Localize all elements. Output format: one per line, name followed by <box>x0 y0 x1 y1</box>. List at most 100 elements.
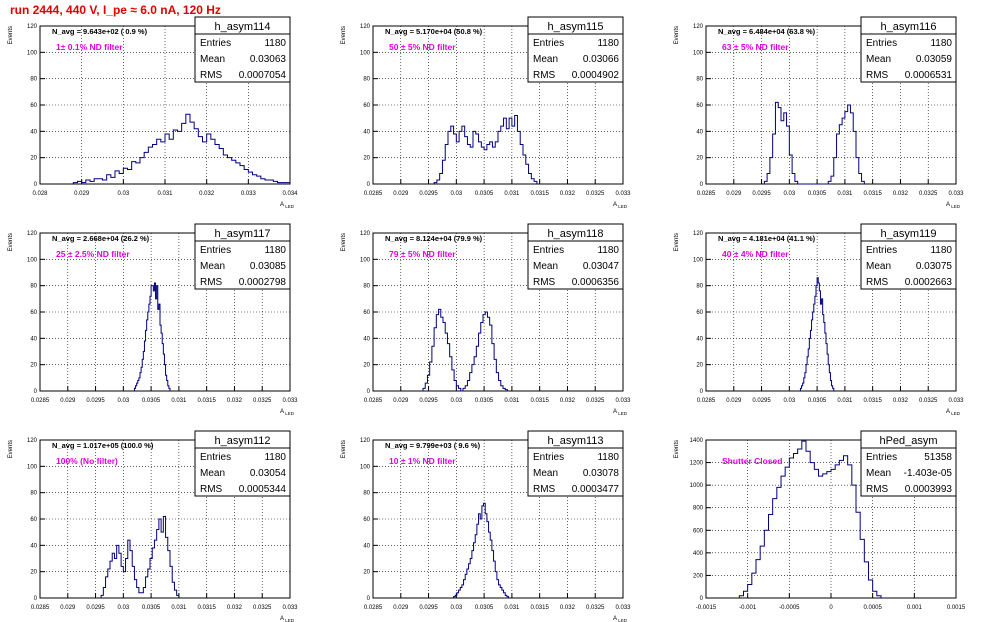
y-axis-label: Events <box>341 26 347 44</box>
stats-value: 1180 <box>930 245 952 256</box>
stats-key: Entries <box>866 38 897 49</box>
y-axis-label: Events <box>341 233 347 251</box>
y-tick-label: 120 <box>360 24 371 30</box>
stats-title: h_asym118 <box>547 228 603 240</box>
x-tick-label: 0.0325 <box>919 398 938 404</box>
filter-label: 1± 0.1% ND filter <box>56 42 123 52</box>
x-tick-label: 0.029 <box>726 398 742 404</box>
stats-value: 0.0002663 <box>905 277 953 288</box>
x-tick-label: 0.0295 <box>419 605 438 611</box>
y-tick-label: 100 <box>27 50 38 56</box>
x-tick-label: 0.0305 <box>475 398 494 404</box>
x-tick-label: 0.03 <box>783 191 795 197</box>
stats-title: hPed_asym <box>879 435 937 447</box>
x-tick-label: 0.033 <box>615 605 631 611</box>
y-axis-label: Events <box>8 26 14 44</box>
x-tick-label: 0.03 <box>450 191 462 197</box>
y-tick-label: 20 <box>363 570 370 576</box>
navg-label: N_avg = 9.799e+03 ( 9.6 %) <box>385 441 481 450</box>
x-tick-label: 0.0315 <box>530 398 549 404</box>
stats-value: 0.03078 <box>583 468 620 479</box>
y-tick-label: 0 <box>700 389 704 395</box>
x-axis-label: A LED <box>613 409 628 416</box>
y-tick-label: 20 <box>30 363 37 369</box>
x-tick-label: 0.0315 <box>197 398 216 404</box>
x-tick-label: 0.029 <box>393 191 409 197</box>
x-axis-label: A LED <box>280 202 295 209</box>
x-axis-label: A LED <box>946 202 961 209</box>
x-axis-label: A LED <box>613 616 628 622</box>
y-tick-label: 40 <box>363 336 370 342</box>
x-tick-label: -0.0015 <box>696 605 717 611</box>
stats-value: 1180 <box>597 452 619 463</box>
stats-value: 1180 <box>597 245 619 256</box>
stats-key: Entries <box>200 245 231 256</box>
stats-value: 0.0006356 <box>572 277 620 288</box>
x-tick-label: 0.028 <box>32 191 48 197</box>
x-tick-label: 0.0295 <box>419 191 438 197</box>
stats-key: Mean <box>533 468 558 479</box>
stats-value: 51358 <box>924 452 952 463</box>
y-tick-label: 1000 <box>690 483 704 489</box>
filter-label: Shutter Closed <box>722 456 782 466</box>
y-tick-label: 120 <box>693 24 704 30</box>
stats-box <box>194 16 291 83</box>
stats-title: h_asym116 <box>880 21 936 33</box>
x-tick-label: 0.031 <box>171 398 187 404</box>
x-tick-label: 0.033 <box>615 398 631 404</box>
x-tick-label: 0.033 <box>615 191 631 197</box>
histogram-panel-hPed_asym: -0.0015 -0.001 -0.0005 0 0.0005 0.001 0.0015 0 2… <box>674 430 966 611</box>
stats-key: Mean <box>866 468 891 479</box>
filter-label: 79 ± 5% ND filter <box>389 249 456 259</box>
y-tick-label: 400 <box>693 551 704 557</box>
stats-value: 0.0002798 <box>239 277 287 288</box>
histogram-panel-h_asym115: 0.0285 0.029 0.0295 0.03 0.0305 0.031 0.0315 0.… <box>341 16 631 209</box>
stats-key: RMS <box>200 277 223 288</box>
x-tick-label: 0.0285 <box>697 191 716 197</box>
stats-key: Entries <box>866 452 897 463</box>
x-tick-label: 0.0325 <box>919 191 938 197</box>
y-tick-label: 0 <box>367 182 371 188</box>
navg-label: N_avg = 4.181e+04 (41.1 %) <box>718 234 816 243</box>
x-tick-label: 0.0305 <box>142 605 161 611</box>
x-tick-label: 0.0285 <box>31 605 50 611</box>
y-tick-label: 100 <box>360 257 371 263</box>
x-tick-label: 0.03 <box>117 191 129 197</box>
stats-key: Mean <box>866 261 891 272</box>
stats-key: RMS <box>866 277 889 288</box>
x-tick-label: 0.001 <box>907 605 923 611</box>
stats-title: h_asym114 <box>214 21 270 33</box>
x-tick-label: 0.0305 <box>808 398 827 404</box>
y-tick-label: 60 <box>363 103 370 109</box>
y-tick-label: 80 <box>30 491 37 497</box>
x-tick-label: 0.029 <box>393 398 409 404</box>
x-axis-label: A LED <box>280 409 295 416</box>
navg-label: N_avg = 8.124e+04 (79.9 %) <box>385 234 483 243</box>
stats-key: RMS <box>200 484 223 495</box>
stats-value: 0.0007054 <box>239 70 287 81</box>
navg-label: N_avg = 1.017e+05 (100.0 %) <box>52 441 154 450</box>
navg-label: N_avg = 2.668e+04 (26.2 %) <box>52 234 150 243</box>
stats-key: RMS <box>200 70 223 81</box>
x-tick-label: 0.031 <box>171 605 187 611</box>
y-tick-label: 60 <box>30 517 37 523</box>
histogram-line <box>100 515 180 598</box>
y-tick-label: 100 <box>693 50 704 56</box>
stats-box <box>860 430 957 497</box>
stats-key: Entries <box>533 245 564 256</box>
y-tick-label: 20 <box>363 156 370 162</box>
x-tick-label: 0.032 <box>199 191 215 197</box>
y-tick-label: 800 <box>693 506 704 512</box>
x-tick-label: 0.031 <box>504 191 520 197</box>
y-tick-label: 40 <box>30 129 37 135</box>
x-tick-label: 0.0315 <box>863 191 882 197</box>
y-tick-label: 80 <box>30 77 37 83</box>
y-tick-label: 60 <box>363 517 370 523</box>
y-tick-label: 100 <box>360 464 371 470</box>
x-axis-label: A LED <box>280 616 295 622</box>
x-tick-label: 0.0315 <box>530 191 549 197</box>
y-tick-label: 20 <box>363 363 370 369</box>
stats-title: h_asym119 <box>880 228 936 240</box>
x-tick-label: 0.0285 <box>31 398 50 404</box>
y-tick-label: 0 <box>34 389 38 395</box>
